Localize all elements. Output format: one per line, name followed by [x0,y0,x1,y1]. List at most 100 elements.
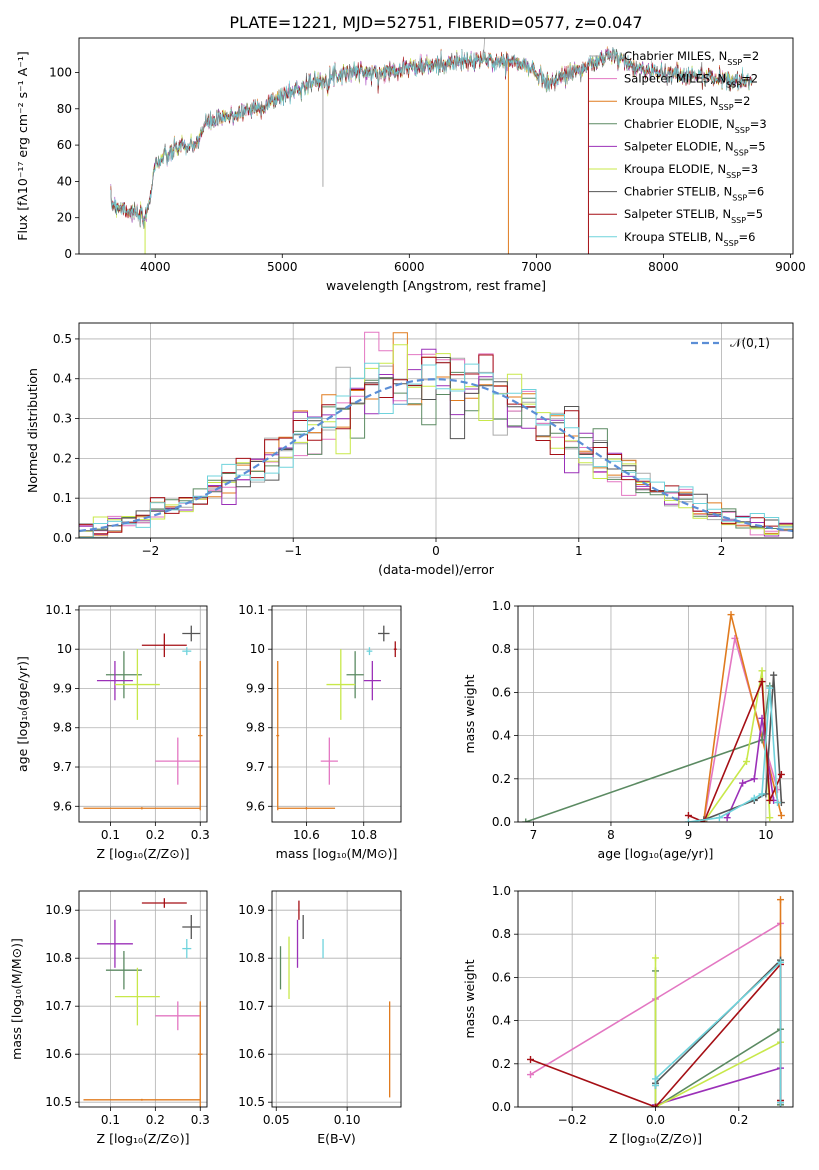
errorbar-point [346,651,364,699]
y-tick-label: 10 [250,642,265,656]
y-tick-label: 9.8 [53,721,72,735]
plot-area [83,625,203,811]
x-tick-label: −0.2 [558,1113,587,1127]
plot-area [279,900,391,1098]
weight-marker [777,896,784,904]
weight-marker [684,818,692,822]
normal-reference-curve [79,378,793,533]
weight-marker [727,611,735,619]
weight-marker [777,812,785,820]
x-axis-label: Z [log₁₀(Z/Z⊙)] [609,1131,702,1146]
plot-area [527,896,784,1107]
y-tick-label: 10.7 [238,999,265,1013]
legend-entry: Chabrier ELODIE, NSSP=3 [624,117,767,135]
x-tick-label: 6000 [394,260,425,274]
x-tick-label: 7000 [521,260,552,274]
errorbar-point [393,641,397,658]
axes-frame [271,890,402,1108]
legend: Chabrier MILES, NSSP=2 Salpeter MILES, NS… [589,49,767,247]
x-axis-label: age [log₁₀(age/yr)] [598,846,714,861]
weight-marker [743,758,751,766]
y-axis-label: Flux [fλ10⁻¹⁷ erg cm⁻² s⁻¹ A⁻¹] [15,51,30,240]
x-tick-label: 9 [685,828,693,842]
y-tick-label: 40 [57,174,72,188]
y-tick-label: 0.1 [53,491,72,505]
age_vs_Z-panel: 0.1 0.2 0.3 9.6 9.7 9.8 9.9 10 10.1 Z [log₁₀(Z/Z⊙… [15,603,210,861]
figure-title: PLATE=1221, MJD=52751, FIBERID=0577, z=0… [229,13,642,32]
residual-histogram [79,354,793,535]
x-tick-label: −1 [284,544,302,558]
grid [518,605,793,823]
errorbar-point [155,1001,201,1031]
x-tick-label: 0.2 [146,1113,165,1127]
x-tick-label: 4000 [140,260,171,274]
legend-entry: Chabrier STELIB, NSSP=6 [624,185,764,203]
spectrum-panel: 4000 5000 6000 7000 8000 9000 0 20 40 60 80 100 wave… [15,37,806,293]
legend-entry: Chabrier MILES, NSSP=2 [624,49,759,67]
plot-area [276,625,397,811]
axes-frame [78,322,794,539]
errorbar-point [320,737,338,785]
weight-series [654,958,781,1107]
y-tick-label: 1.0 [492,884,511,898]
grid [79,891,207,1107]
mass_vs_EBV-panel: 0.05 0.10 10.5 10.6 10.7 10.8 10.9 E(B-V) [238,890,402,1146]
errorbar-point [114,649,160,720]
y-axis-label: age [log₁₀(age/yr)] [15,656,30,772]
weight-series [654,958,782,1101]
y-tick-label: 10.5 [238,1095,265,1109]
x-tick-label: 8000 [648,260,679,274]
weight-marker [652,954,659,962]
y-tick-label: 9.6 [53,799,72,813]
x-tick-label: 5000 [267,260,298,274]
weight-marker [750,794,758,802]
y-tick-label: 20 [57,211,72,225]
x-axis-label: (data-model)/error [378,562,495,577]
y-tick-label: 0.4 [53,372,72,386]
y-tick-label: 10.1 [238,603,265,617]
y-tick-label: 9.8 [246,721,265,735]
errorbar-point [114,967,160,1026]
errorbar-point [105,951,142,990]
y-tick-label: 1.0 [492,599,511,613]
y-tick-label: 80 [57,102,72,116]
errorbar-point [182,939,192,959]
y-tick-label: 10.8 [238,951,265,965]
weight-marker [527,1055,534,1063]
weight-series [525,685,771,822]
errorbar-point [83,807,201,810]
axes-frame [517,605,794,823]
y-tick-label: 9.9 [246,681,265,695]
plot-area [83,898,203,1107]
y-tick-label: 10.6 [45,1047,72,1061]
errorbar-point [277,807,336,810]
x-tick-label: 0.0 [646,1113,665,1127]
grid [272,606,401,822]
x-tick-label: 8 [607,828,615,842]
weight-series [654,960,782,1103]
errorbar-point [326,649,356,720]
weight-marker [777,958,784,966]
y-tick-label: 10.7 [45,999,72,1013]
x-tick-label: −2 [142,544,160,558]
y-tick-label: 10.6 [238,1047,265,1061]
grid [79,606,207,822]
y-axis-label: Normed distribution [25,368,40,493]
grid [272,891,401,1107]
axes-frame [517,890,794,1108]
y-tick-label: 0.8 [492,927,511,941]
y-tick-label: 0 [64,247,72,261]
weight_vs_Z-panel: −0.2 0.0 0.2 0.0 0.2 0.4 0.6 0.8 1.0 Z [log₁₀(Z/Z… [462,884,794,1146]
y-tick-label: 0.8 [492,642,511,656]
errorbar-point [363,660,381,701]
y-tick-label: 9.7 [246,760,265,774]
axes-frame [271,605,402,823]
errorbar-point [83,1098,201,1101]
x-tick-label: 0 [432,544,440,558]
x-axis-label: Z [log₁₀(Z/Z⊙)] [97,846,190,861]
x-tick-label: 0.2 [146,828,165,842]
y-tick-label: 0.6 [492,970,511,984]
y-tick-label: 9.9 [53,681,72,695]
x-tick-label: 0.1 [101,828,120,842]
